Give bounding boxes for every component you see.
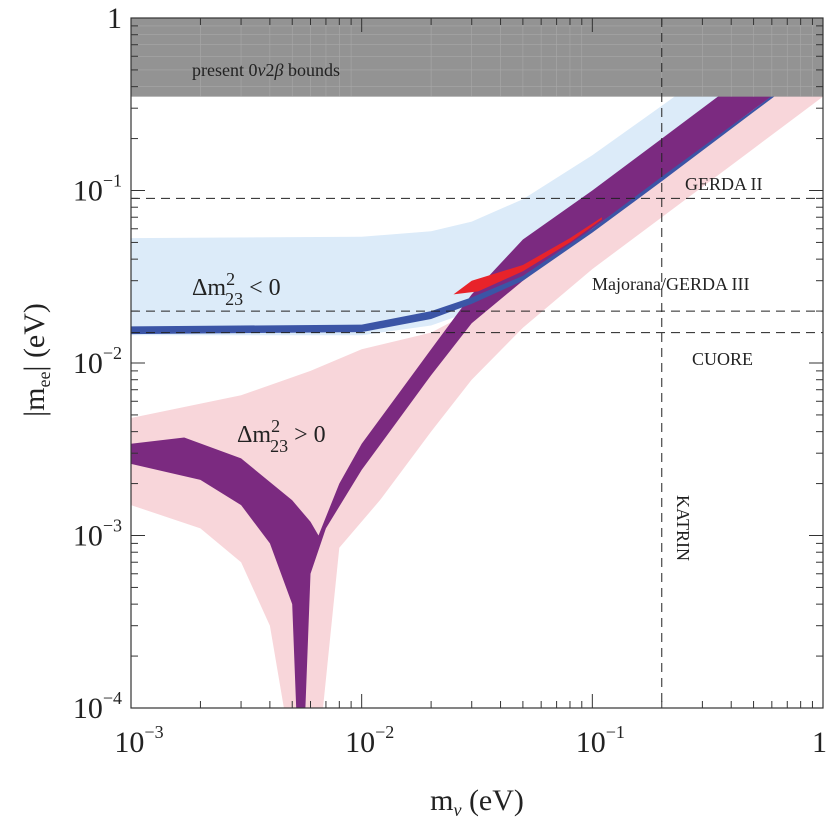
excluded-fill [131,18,823,97]
y-tick-label: 10−3 [73,516,122,553]
limit-label-cuore: CUORE [692,349,753,369]
normal-hierarchy-3sigma-band [131,58,823,708]
excluded-region [131,18,823,97]
experimental-limits [131,18,823,708]
normal-hierarchy-label: Δm2 23 > 0 [237,416,326,456]
excluded-region-label: present 0ν2β bounds [192,60,340,80]
inverted-hierarchy-alternative-band [453,217,602,295]
data-bands [131,18,823,708]
y-tick-label: 10−4 [73,688,122,725]
inverted-hierarchy-3sigma-band [131,18,823,336]
y-tick-label: 1 [107,2,122,35]
inverted-hierarchy-label: Δm2 23 < 0 [192,269,281,309]
x-tick-label: 10−3 [114,722,163,759]
y-axis-title: |mee| (eV) [18,303,54,417]
limit-label-katrin: KATRIN [673,495,693,561]
limit-label-majorana-gerda-iii: Majorana/GERDA III [592,274,749,294]
normal-hierarchy-best-fit-band [131,18,823,708]
x-tick-label: 1 [812,726,827,759]
x-axis-title: mν (eV) [430,784,524,820]
x-tick-label: 10−1 [576,722,625,759]
tick-marks [130,17,824,709]
y-tick-label: 10−1 [73,171,122,208]
y-tick-label: 10−2 [73,343,122,380]
limit-label-gerda-ii: GERDA II [685,174,763,194]
x-tick-label: 10−2 [345,722,394,759]
